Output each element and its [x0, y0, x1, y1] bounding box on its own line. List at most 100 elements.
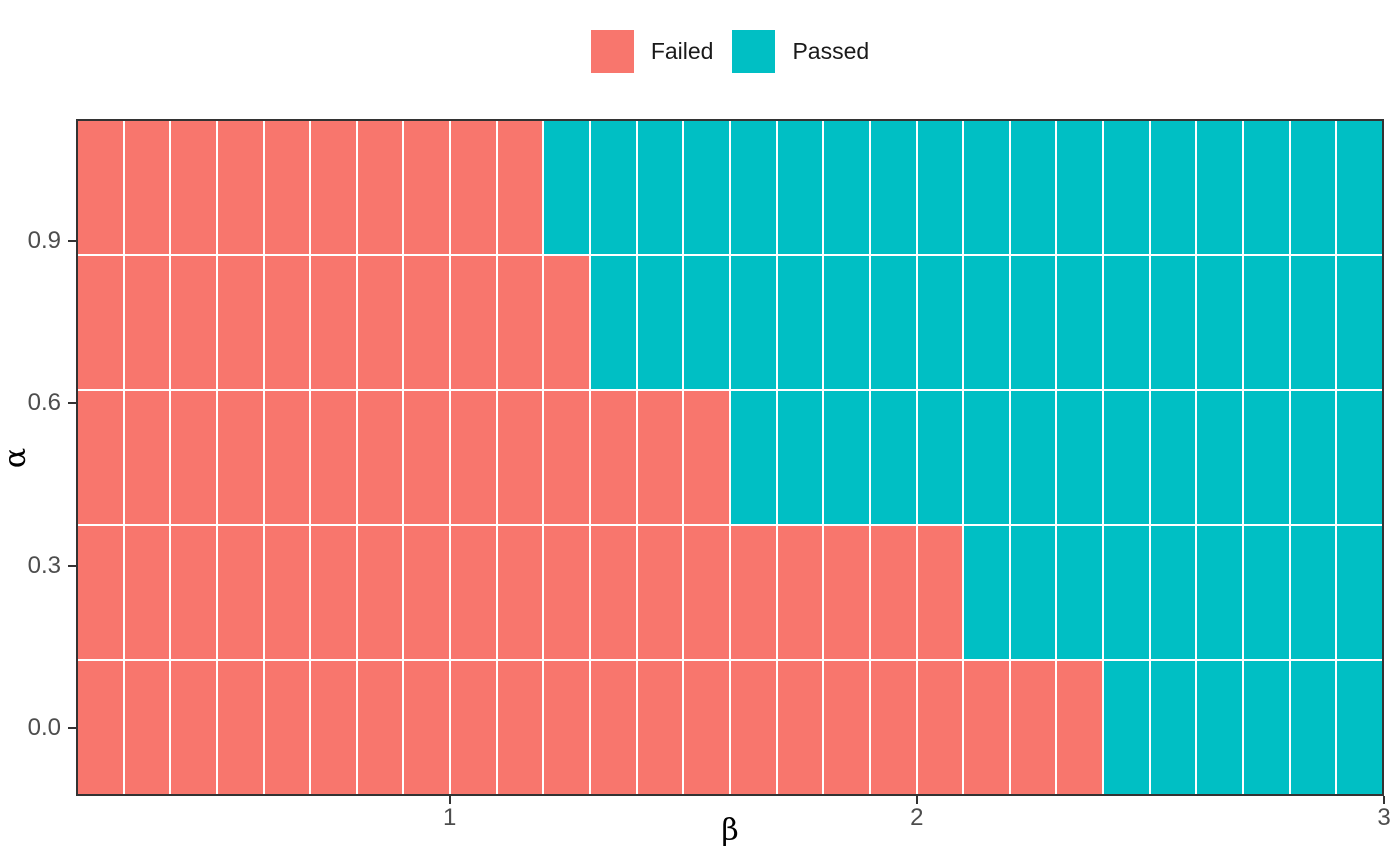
plot-panel — [76, 119, 1384, 796]
tile-alpha-0.75-beta-1.85-passed — [824, 256, 869, 389]
legend-label: Passed — [792, 38, 870, 64]
tile-alpha-0.75-beta-1.95-passed — [870, 256, 916, 389]
tile-alpha-0.5-beta-2.55-passed — [1150, 391, 1196, 524]
tile-alpha-1-beta-0.65-failed — [264, 121, 310, 254]
tile-alpha-0.25-beta-2.35-passed — [1057, 526, 1103, 659]
tile-alpha-0.5-beta-2.95-passed — [1337, 391, 1382, 524]
tile-alpha-0-beta-0.85-failed — [357, 661, 403, 794]
tile-alpha-0-beta-2.55-passed — [1150, 661, 1196, 794]
tile-alpha-1-beta-2.05-passed — [917, 121, 963, 254]
tile-alpha-0-beta-2.65-passed — [1197, 661, 1243, 794]
tile-alpha-1-beta-1.55-passed — [684, 121, 729, 254]
tile-alpha-0.75-beta-0.85-failed — [357, 256, 403, 389]
tile-alpha-0.25-beta-2.55-passed — [1150, 526, 1196, 659]
legend-label: Failed — [650, 38, 714, 64]
tile-alpha-0.5-beta-0.45-failed — [171, 391, 216, 524]
tile-alpha-1-beta-0.75-failed — [311, 121, 356, 254]
tile-alpha-0.5-beta-2.35-passed — [1057, 391, 1103, 524]
tile-alpha-1-beta-1.65-passed — [730, 121, 776, 254]
tile-alpha-0.25-beta-1.65-failed — [730, 526, 776, 659]
tile-alpha-0-beta-1.55-failed — [684, 661, 729, 794]
tile-alpha-0.25-beta-1.35-failed — [591, 526, 636, 659]
tile-alpha-0.5-beta-1.05-failed — [451, 391, 496, 524]
y-tick-label: 0.6 — [27, 389, 61, 417]
tile-alpha-0.5-beta-0.85-failed — [357, 391, 403, 524]
tile-alpha-0.25-beta-0.95-failed — [404, 526, 450, 659]
tile-alpha-0.5-beta-0.75-failed — [311, 391, 356, 524]
tile-alpha-0.25-beta-1.15-failed — [497, 526, 543, 659]
tile-alpha-0.75-beta-2.15-passed — [964, 256, 1009, 389]
tile-alpha-0.25-beta-2.25-passed — [1010, 526, 1056, 659]
tile-alpha-1-beta-2.25-passed — [1010, 121, 1056, 254]
tile-alpha-0.5-beta-0.65-failed — [264, 391, 310, 524]
tile-alpha-0.75-beta-0.45-failed — [171, 256, 216, 389]
tile-alpha-0.75-beta-0.25-failed — [78, 256, 123, 389]
tile-alpha-0.25-beta-1.05-failed — [451, 526, 496, 659]
tile-alpha-0.75-beta-0.55-failed — [217, 256, 263, 389]
tile-alpha-0.75-beta-1.55-passed — [684, 256, 729, 389]
tile-alpha-0.75-beta-1.65-passed — [730, 256, 776, 389]
tile-alpha-0.5-beta-2.65-passed — [1197, 391, 1243, 524]
tile-alpha-0.25-beta-1.55-failed — [684, 526, 729, 659]
tile-alpha-0.75-beta-2.55-passed — [1150, 256, 1196, 389]
tile-alpha-0-beta-0.35-failed — [124, 661, 170, 794]
tile-alpha-0.5-beta-2.85-passed — [1290, 391, 1336, 524]
tile-grid — [78, 121, 1382, 794]
y-axis-title: α — [0, 447, 34, 469]
tile-alpha-0.25-beta-0.65-failed — [264, 526, 310, 659]
tile-alpha-1-beta-0.45-failed — [171, 121, 216, 254]
y-tick-mark-0.9 — [68, 239, 76, 242]
tile-alpha-0-beta-2.35-failed — [1057, 661, 1103, 794]
tile-alpha-0.75-beta-2.05-passed — [917, 256, 963, 389]
tile-alpha-0.5-beta-2.05-passed — [917, 391, 963, 524]
tile-alpha-0-beta-1.05-failed — [451, 661, 496, 794]
tile-alpha-0.75-beta-1.25-failed — [544, 256, 590, 389]
x-tick-mark-2 — [915, 796, 918, 804]
tile-alpha-0-beta-0.95-failed — [404, 661, 450, 794]
tile-alpha-0-beta-0.55-failed — [217, 661, 263, 794]
tile-alpha-0.75-beta-2.85-passed — [1290, 256, 1336, 389]
tile-alpha-0.75-beta-1.75-passed — [777, 256, 823, 389]
tile-alpha-0-beta-2.25-failed — [1010, 661, 1056, 794]
legend-key-failed-swatch — [590, 30, 634, 73]
tile-alpha-0-beta-0.25-failed — [78, 661, 123, 794]
tile-alpha-0.5-beta-0.25-failed — [78, 391, 123, 524]
tile-alpha-1-beta-1.95-passed — [870, 121, 916, 254]
tile-alpha-0.25-beta-1.75-failed — [777, 526, 823, 659]
tile-alpha-0.75-beta-0.95-failed — [404, 256, 450, 389]
tile-alpha-0-beta-0.45-failed — [171, 661, 216, 794]
tile-alpha-1-beta-2.45-passed — [1104, 121, 1149, 254]
tile-alpha-0.5-beta-2.25-passed — [1010, 391, 1056, 524]
tile-alpha-1-beta-1.85-passed — [824, 121, 869, 254]
tile-alpha-0.75-beta-2.75-passed — [1244, 256, 1289, 389]
tile-alpha-0-beta-2.75-passed — [1244, 661, 1289, 794]
tile-alpha-1-beta-1.05-failed — [451, 121, 496, 254]
x-axis-title: β — [721, 813, 739, 848]
tile-alpha-1-beta-0.95-failed — [404, 121, 450, 254]
tile-alpha-1-beta-2.85-passed — [1290, 121, 1336, 254]
tile-alpha-0.5-beta-0.95-failed — [404, 391, 450, 524]
tile-alpha-0-beta-1.85-failed — [824, 661, 869, 794]
legend-entry-failed: Failed — [590, 30, 714, 73]
tile-alpha-0.75-beta-1.05-failed — [451, 256, 496, 389]
tile-alpha-0.75-beta-2.25-passed — [1010, 256, 1056, 389]
tile-alpha-0-beta-0.65-failed — [264, 661, 310, 794]
tile-alpha-0.5-beta-1.35-failed — [591, 391, 636, 524]
legend-key-passed-swatch — [732, 30, 776, 73]
tile-alpha-0.75-beta-1.35-passed — [591, 256, 636, 389]
tile-alpha-0.5-beta-1.85-passed — [824, 391, 869, 524]
tile-alpha-0.75-beta-2.65-passed — [1197, 256, 1243, 389]
tile-alpha-0.5-beta-1.45-failed — [637, 391, 683, 524]
legend: Failed Passed — [76, 30, 1384, 73]
tile-alpha-0.5-beta-1.65-passed — [730, 391, 776, 524]
tile-alpha-0.25-beta-0.25-failed — [78, 526, 123, 659]
tile-alpha-0.25-beta-2.75-passed — [1244, 526, 1289, 659]
tile-alpha-0.25-beta-2.95-passed — [1337, 526, 1382, 659]
tile-alpha-0-beta-0.75-failed — [311, 661, 356, 794]
tile-alpha-0.5-beta-1.25-failed — [544, 391, 590, 524]
tile-alpha-0.25-beta-2.15-passed — [964, 526, 1009, 659]
tile-alpha-1-beta-2.65-passed — [1197, 121, 1243, 254]
tile-alpha-0-beta-2.15-failed — [964, 661, 1009, 794]
y-tick-mark-0.0 — [68, 727, 76, 730]
